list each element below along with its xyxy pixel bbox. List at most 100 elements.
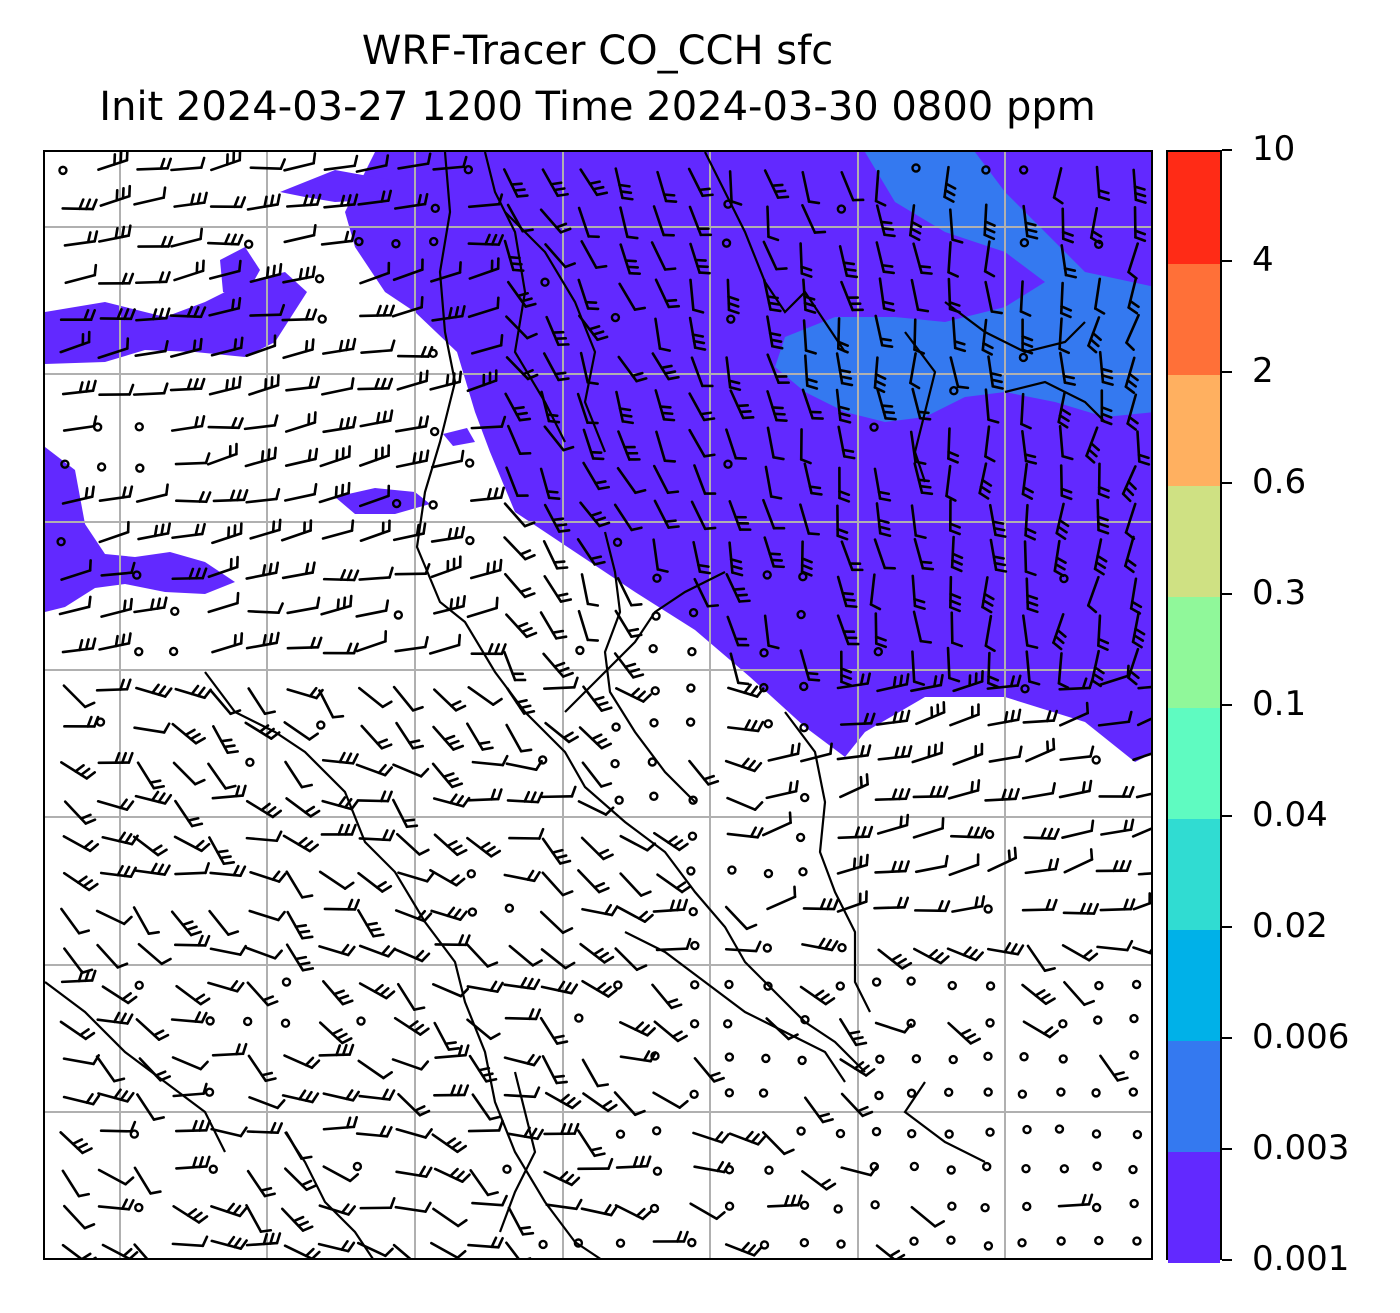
wind-barb-flag [129,1120,137,1133]
wind-barb-flag [449,1084,456,1097]
wind-barb-flag [163,793,173,805]
wind-barb-flag [71,1138,84,1146]
wind-barb-flag [165,483,169,496]
wind-barb [651,352,680,381]
wind-barb [207,591,240,614]
wind-barb [431,762,464,789]
wind-barb-staff [1097,614,1102,647]
wind-barb-staff [58,605,91,616]
wind-barb-flag [1055,556,1067,564]
wind-barb-staff [60,569,92,581]
wind-barb-flag [631,673,645,679]
wind-barb-staff [280,529,312,542]
wind-barb-flag [601,985,612,995]
wind-barb-flag [420,1060,430,1071]
wind-barb-staff [802,278,807,311]
wind-barb-staff [615,687,645,703]
colorbar-tick [1222,1259,1232,1261]
wind-barb-staff [987,718,1020,727]
wind-barb-flag [790,1194,797,1207]
wind-barb [542,352,570,382]
wind-barb [355,154,390,173]
wind-barb [948,499,961,536]
wind-barb-staff [654,389,666,421]
wind-barb [245,830,283,843]
wind-barb-flag [729,558,743,564]
wind-barb-staff [911,650,916,683]
wind-barb-flag [194,523,200,537]
wind-barb-staff [246,203,279,211]
wind-barb-flag [880,263,894,268]
wind-barb-staff [619,872,643,897]
wind-barb-calm [763,868,774,879]
wind-barb-staff [62,835,92,853]
wind-barb-flag [803,301,816,308]
wind-barb-calm [1091,1088,1101,1098]
wind-barb-flag [745,923,758,931]
wind-barb-flag [604,903,613,916]
wind-barb-staff [577,800,608,816]
wind-barb-flag [121,992,132,1001]
wind-barb [1053,539,1067,578]
wind-barb [615,390,634,425]
wind-barb-flag [519,976,528,989]
wind-barb-flag [120,751,128,764]
wind-barb-staff [1052,167,1063,199]
wind-barb-staff [170,237,202,248]
wind-barb-flag [277,602,284,614]
wind-barb [174,799,204,828]
wind-barb [358,444,391,467]
wind-barb [430,261,462,283]
wind-barb [357,871,393,893]
wind-barb-staff [619,834,649,852]
wind-barb-calm [835,981,845,991]
wind-barb [911,574,926,610]
wind-barb-flag [805,377,818,384]
wind-barb [133,1243,149,1258]
wind-barb-staff [987,651,991,685]
wind-barb-flag [619,190,633,195]
wind-barb-flag [805,671,819,676]
wind-barb-flag [147,930,160,935]
wind-barb-calm [611,722,621,732]
wind-barb [98,632,132,651]
wind-barb-calm [869,1161,880,1172]
wind-barb-flag [994,533,1007,538]
wind-barb-staff [63,947,84,974]
wind-barb-flag [658,347,671,352]
wind-barb-flag [273,414,279,427]
wind-barb [1059,351,1077,386]
wind-barb-staff [613,503,633,532]
wind-barb [173,259,205,282]
wind-barb [318,689,345,719]
wind-barb-flag [593,882,606,889]
wind-barb-flag [1021,492,1034,500]
wind-barb-flag [948,301,961,307]
wind-barb [912,785,949,799]
wind-barb-staff [506,799,540,804]
wind-barb-staff [947,241,952,274]
wind-barb-staff [950,611,954,644]
wind-barb [951,316,967,353]
wind-barb-staff [876,682,909,693]
wind-barb-flag [788,811,792,824]
wind-barb-flag [1085,454,1096,464]
wind-barb [653,1020,688,1043]
wind-barb [544,243,576,269]
wind-barb-staff [689,1202,718,1221]
wind-barb-staff [506,280,527,308]
wind-barb-staff [616,466,637,495]
wind-barb-flag [680,885,692,894]
wind-barb [983,203,996,241]
wind-barb-flag [154,1070,167,1077]
wind-barb-staff [1126,393,1138,425]
wind-barb-calm [242,1016,253,1027]
wind-barb-staff [504,392,522,422]
wind-barb-calm [797,1055,807,1066]
wind-barb-staff [692,540,702,573]
wind-barb-calm [1093,239,1104,249]
wind-barb-staff [321,799,353,811]
wind-barb-flag [600,706,613,712]
wind-barb-staff [244,456,277,468]
wind-barb-flag [1100,412,1113,419]
